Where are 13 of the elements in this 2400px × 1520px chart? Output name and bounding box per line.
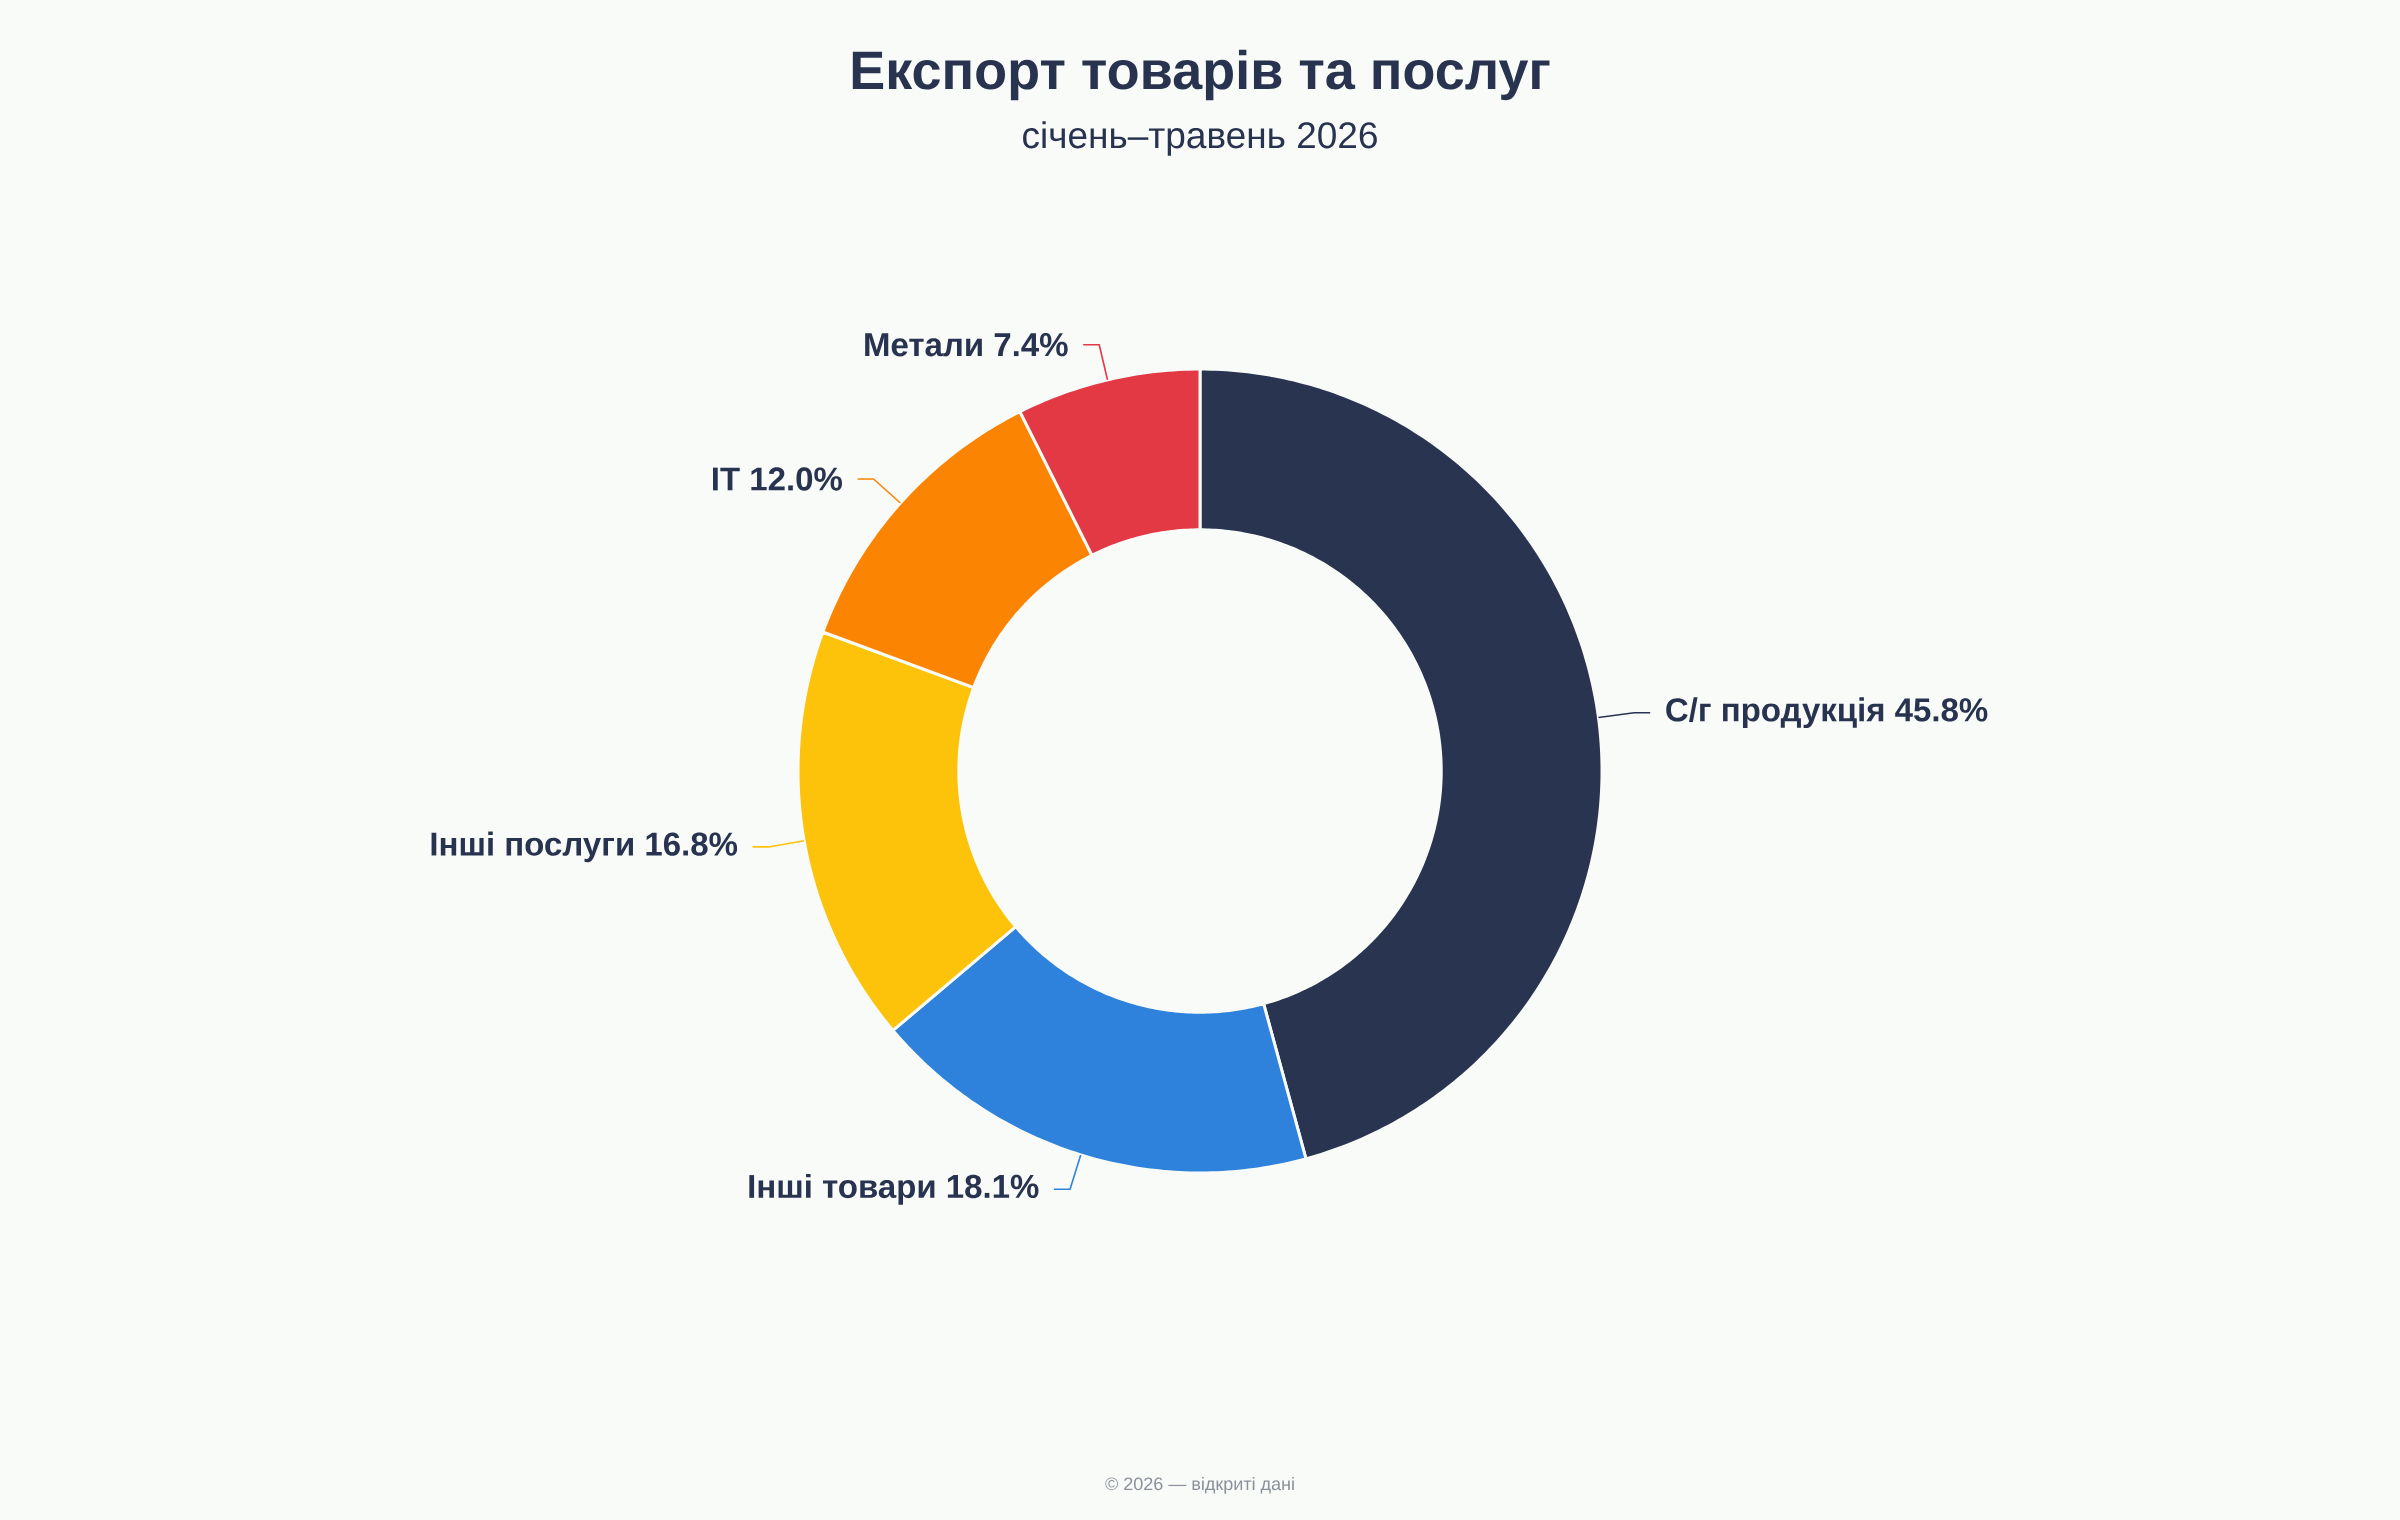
slice-label: Метали — [865, 333, 982, 357]
data-label: 45.8% — [1895, 698, 1988, 722]
data-label: 12.0% — [751, 467, 842, 491]
slice-label: С/г продукція — [1666, 697, 1884, 729]
text: © 2026 — відкриті дані — [1105, 1476, 1294, 1494]
chart-subtitle: січень–травень 2026 — [1023, 121, 1377, 156]
data-label: 18.1% — [947, 1174, 1039, 1199]
slice-label: IT — [712, 467, 740, 491]
slice-label: Інші послуги — [431, 831, 633, 863]
data-label: 7.4% — [994, 333, 1068, 357]
slice-label: Інші товари — [749, 1173, 935, 1205]
chart-title: Експорт товарів та послуг — [852, 49, 1550, 101]
data-label: 16.8% — [646, 832, 738, 856]
